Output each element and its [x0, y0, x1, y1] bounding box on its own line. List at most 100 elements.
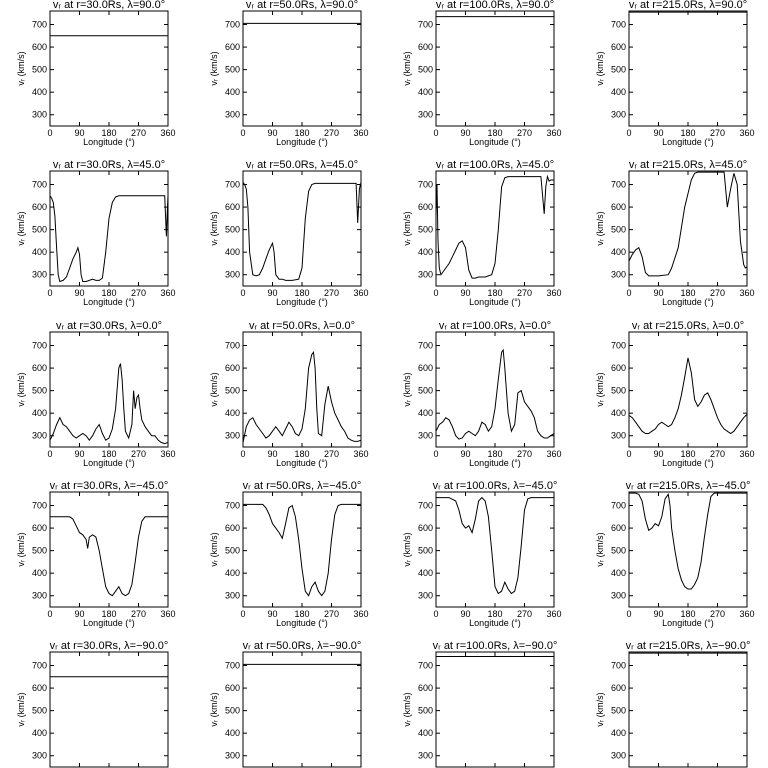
x-tick-label: 0	[240, 609, 245, 619]
y-tick-label: 500	[225, 225, 240, 235]
x-axis-label: Longitude (°)	[662, 297, 714, 307]
y-tick-label: 700	[225, 341, 240, 351]
x-tick-label: 270	[517, 449, 532, 459]
x-tick-label: 0	[47, 288, 52, 298]
chart-title: vᵣ at r=215.0Rs, λ=90.0°	[629, 0, 747, 11]
y-axis-label: vᵣ (km/s)	[402, 51, 412, 85]
y-tick-label: 500	[32, 546, 47, 556]
x-axis-label: Longitude (°)	[662, 137, 714, 147]
series-line	[50, 363, 168, 445]
chart-title: vᵣ at r=100.0Rs, λ=−90.0°	[433, 640, 558, 652]
x-tick-label: 90	[74, 609, 84, 619]
x-tick-label: 360	[546, 288, 561, 298]
x-axis-label: Longitude (°)	[83, 618, 135, 628]
x-axis-label: Longitude (°)	[276, 137, 328, 147]
x-axis-label: Longitude (°)	[662, 458, 714, 468]
y-tick-label: 300	[225, 110, 240, 120]
x-tick-label: 0	[47, 609, 52, 619]
chart-panel-17: vᵣ at r=30.0Rs, λ=−90.0°0901802703603004…	[16, 640, 169, 768]
y-tick-label: 500	[32, 706, 47, 716]
y-tick-label: 700	[611, 180, 626, 190]
chart-panel-18: vᵣ at r=50.0Rs, λ=−90.0°0901802703603004…	[209, 640, 362, 768]
y-tick-label: 600	[418, 202, 433, 212]
x-tick-label: 360	[546, 128, 561, 138]
x-axis-label: Longitude (°)	[83, 297, 135, 307]
plot-frame	[49, 651, 169, 768]
y-tick-label: 700	[611, 501, 626, 511]
y-tick-label: 500	[225, 706, 240, 716]
y-tick-label: 300	[611, 591, 626, 601]
plot-frame	[49, 10, 169, 127]
y-tick-label: 700	[418, 180, 433, 190]
x-tick-label: 90	[74, 288, 84, 298]
x-tick-label: 180	[101, 128, 116, 138]
x-tick-label: 0	[240, 449, 245, 459]
chart-panel-7: vᵣ at r=100.0Rs, λ=45.0° 0 90 180 270 360 300 4…	[402, 159, 562, 307]
y-tick-label: 400	[32, 247, 47, 257]
y-tick-label: 600	[418, 363, 433, 373]
x-tick-label: 0	[433, 449, 438, 459]
y-axis-label: vᵣ (km/s)	[402, 211, 412, 245]
y-axis-label: vᵣ (km/s)	[209, 532, 219, 566]
chart-panel-9: vᵣ at r=30.0Rs, λ=0.0° 0 90 180 270 360 300 400…	[16, 320, 176, 468]
chart-panel-4: vᵣ at r=215.0Rs, λ=90.0° 0 90 180 270 360 300 4…	[595, 0, 755, 147]
y-tick-label: 400	[418, 247, 433, 257]
series-line	[243, 351, 361, 443]
x-tick-label: 270	[517, 128, 532, 138]
y-tick-label: 700	[32, 661, 47, 671]
y-tick-label: 300	[225, 270, 240, 280]
series-line	[50, 516, 168, 597]
plot-frame	[628, 491, 748, 608]
y-axis-label: vᵣ (km/s)	[209, 51, 219, 85]
y-axis-label: vᵣ (km/s)	[209, 372, 219, 406]
x-tick-label: 360	[353, 288, 368, 298]
y-tick-label: 500	[225, 65, 240, 75]
chart-title: vᵣ at r=30.0Rs, λ=45.0°	[53, 159, 165, 171]
x-axis-label: Longitude (°)	[469, 618, 521, 628]
y-tick-label: 600	[32, 202, 47, 212]
chart-panel-11: vᵣ at r=100.0Rs, λ=0.0° 0 90 180 270 360 300 40…	[402, 320, 562, 468]
y-tick-label: 600	[32, 42, 47, 52]
chart-title: vᵣ at r=30.0Rs, λ=−90.0°	[50, 640, 169, 652]
chart-panel-20: vᵣ at r=215.0Rs, λ=−90.0°090180270360300…	[595, 640, 750, 768]
x-tick-label: 360	[160, 609, 175, 619]
x-tick-label: 90	[653, 449, 663, 459]
y-tick-label: 300	[418, 591, 433, 601]
plot-frame	[242, 491, 362, 608]
x-tick-label: 90	[460, 449, 470, 459]
chart-title: vᵣ at r=100.0Rs, λ=0.0°	[439, 320, 551, 332]
chart-panel-1: vᵣ at r=30.0Rs, λ=90.0° 0 90 180 270 360 300 40…	[16, 0, 176, 147]
x-tick-label: 360	[160, 128, 175, 138]
chart-title: vᵣ at r=50.0Rs, λ=0.0°	[249, 320, 355, 332]
chart-title: vᵣ at r=50.0Rs, λ=90.0°	[246, 0, 358, 11]
y-tick-label: 400	[611, 728, 626, 738]
x-tick-label: 360	[160, 449, 175, 459]
x-tick-label: 90	[267, 609, 277, 619]
x-tick-label: 0	[433, 128, 438, 138]
y-tick-label: 500	[611, 546, 626, 556]
y-tick-label: 600	[225, 42, 240, 52]
y-tick-label: 700	[418, 341, 433, 351]
y-tick-label: 300	[611, 431, 626, 441]
chart-title: vᵣ at r=215.0Rs, λ=−45.0°	[626, 480, 751, 492]
y-tick-label: 500	[418, 706, 433, 716]
x-tick-label: 360	[739, 449, 754, 459]
chart-panel-14: vᵣ at r=50.0Rs, λ=−45.0° 0 90 180 270 360 300 4…	[209, 480, 369, 628]
x-tick-label: 90	[74, 449, 84, 459]
plot-frame	[435, 10, 555, 127]
x-tick-label: 180	[101, 449, 116, 459]
y-tick-label: 500	[418, 65, 433, 75]
x-tick-label: 90	[460, 288, 470, 298]
x-tick-label: 360	[160, 288, 175, 298]
x-tick-label: 90	[460, 609, 470, 619]
plot-frame	[49, 491, 169, 608]
plot-frame	[242, 651, 362, 768]
y-axis-label: vᵣ (km/s)	[209, 692, 219, 726]
series-line	[436, 174, 554, 279]
x-tick-label: 90	[460, 128, 470, 138]
plot-frame	[49, 331, 169, 448]
y-tick-label: 400	[418, 87, 433, 97]
chart-panel-10: vᵣ at r=50.0Rs, λ=0.0° 0 90 180 270 360 300 400…	[209, 320, 369, 468]
y-tick-label: 300	[32, 270, 47, 280]
x-axis-label: Longitude (°)	[662, 618, 714, 628]
